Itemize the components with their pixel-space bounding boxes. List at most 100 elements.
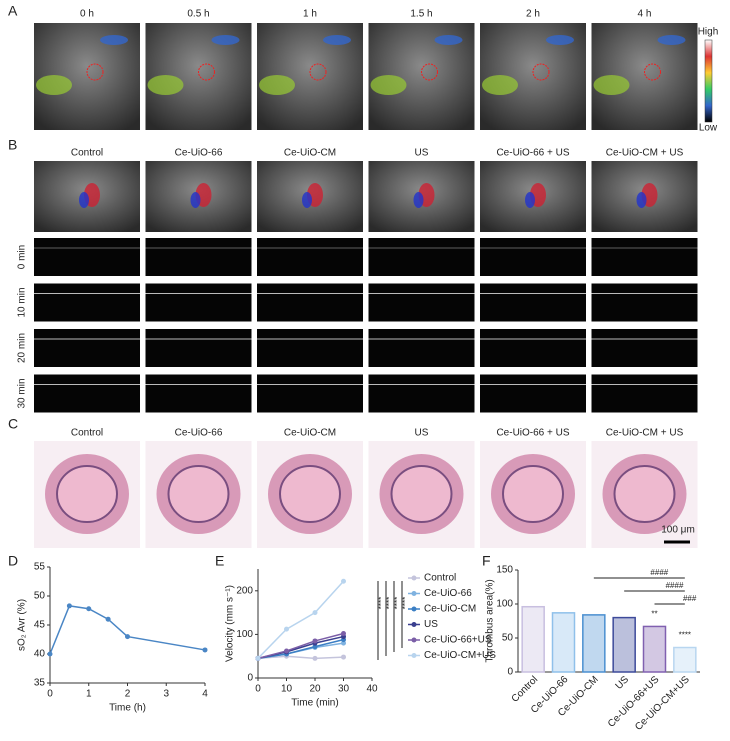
group-label: US [415,428,429,439]
significance-label: **** [401,597,410,609]
y-tick-label: 40 [34,649,46,660]
legend-label: Control [424,573,456,584]
y-axis-label: sO₂ Avr (%) [17,599,28,651]
spectrum-strip [591,374,698,413]
doppler-signal [211,35,240,45]
spectrum-strip [591,238,698,276]
spectrum-strip [34,329,140,367]
x-tick-label: US [614,674,632,692]
bar [612,616,636,673]
roi [309,63,327,81]
series-line [257,632,344,660]
doppler-signal [546,35,574,45]
x-tick-label: 3 [163,689,169,700]
legend-marker [411,622,417,627]
spectrum-strip [368,374,475,413]
vessel-lumen [502,465,564,523]
x-tick-label: 0 [47,689,53,700]
panel-label: E [215,553,224,569]
doppler-signal [323,35,351,45]
doppler-signal [100,35,128,45]
bar [551,612,576,673]
panel-label: D [8,553,18,569]
point [312,638,318,644]
x-axis-label: Time (min) [291,698,338,709]
spectrum-strip [145,283,252,322]
doppler-signal [482,75,518,95]
group-label: Control [71,148,103,159]
flow-signal [413,192,424,208]
vessel-lumen [56,465,118,523]
y-tick-label: 150 [496,565,513,576]
y-tick-label: 0 [247,673,253,684]
spectrum-strip [145,374,252,413]
group-label: Ce-UiO-CM [284,428,336,439]
significance-label: **** [377,597,386,609]
time-label: 4 h [638,9,652,20]
y-tick-label: 50 [502,633,514,644]
point [66,603,72,609]
doppler-signal [36,75,72,95]
doppler-signal [657,35,686,45]
legend-label: Ce-UiO-66+US [424,635,492,646]
y-tick-label: 0 [507,667,513,678]
point [312,644,318,650]
group-label: Control [71,428,103,439]
spectrum-strip [591,283,698,322]
row-label: 10 min [17,287,28,317]
spectrum-strip [480,329,586,367]
point [341,654,346,660]
legend-label: Ce-UiO-CM+US [424,650,496,661]
doppler-signal [259,75,295,95]
x-tick-label: Ce-UiO-CM+US [633,674,692,733]
y-axis-label: Thrombus area(%) [485,579,496,662]
significance-label: **** [393,597,402,609]
bar [521,605,545,673]
time-label: 1 h [303,9,317,20]
time-label: 0.5 h [187,9,209,20]
row-label: 30 min [17,378,28,408]
legend-label: Ce-UiO-CM [424,604,476,615]
y-tick-label: 45 [34,620,46,631]
group-label: Ce-UiO-CM + US [606,148,684,159]
x-axis-label: Time (h) [109,703,146,714]
spectrum-strip [145,238,252,276]
legend-label: US [424,619,438,630]
group-label: Ce-UiO-66 + US [496,428,569,439]
spectrum-strip [257,238,363,276]
point [125,634,130,640]
legend-marker [411,653,417,658]
y-tick-label: 55 [34,562,46,573]
roi [421,63,438,81]
series-line [257,655,344,660]
doppler-signal [434,35,463,45]
y-tick-label: 35 [34,678,46,689]
point [86,606,92,612]
spectrum-strip [480,238,586,276]
x-tick-label: 30 [338,684,350,695]
group-label: Ce-UiO-66 [175,428,223,439]
time-label: 2 h [526,9,540,20]
roi [86,63,104,81]
roi [644,63,661,81]
legend-marker [411,591,417,596]
y-axis-label: Velocity (mm s⁻¹) [225,585,236,662]
vessel-lumen [390,465,453,523]
time-label: 0 h [80,9,94,20]
roi [198,63,215,81]
row-label: 0 min [17,245,28,269]
point [341,640,346,646]
doppler-signal [370,75,407,95]
vessel-lumen [613,465,676,523]
group-label: US [415,148,429,159]
group-label: Ce-UiO-66 [175,148,223,159]
panel-label: C [8,416,18,432]
legend-marker [411,606,417,612]
x-tick-label: 1 [86,689,92,700]
flow-signal [525,192,535,208]
point [255,655,261,661]
panel-label: F [482,553,491,569]
y-tick-label: 50 [34,591,46,602]
x-tick-label: 10 [281,684,293,695]
series-line [49,605,206,655]
